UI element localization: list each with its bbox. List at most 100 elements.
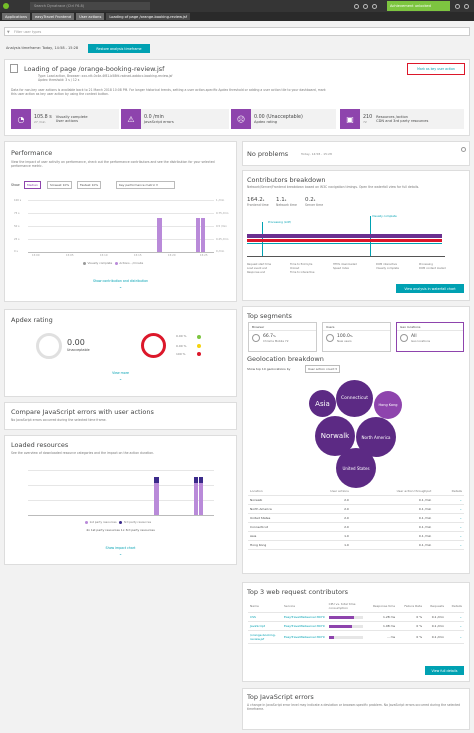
show-contribution-link[interactable]: Show contribution and distribution [92,279,149,283]
breadcrumb-applications[interactable]: Applications [2,13,30,20]
chevron-down-icon[interactable]: ⌄ [118,551,123,556]
chip-slowest[interactable]: Slowest 10% [47,181,73,189]
table-row[interactable]: Hong Kong 1.0 0.1 /min ⌄ [248,540,464,550]
timeline-bar-network[interactable] [247,242,442,244]
tolerating-icon [197,344,201,348]
kpi-apdex[interactable]: ☹ 0.00 (Unacceptable) Apdex rating [231,109,336,129]
notifications-icon[interactable] [363,3,368,9]
apdex-frustrated: 100 % [176,352,186,356]
chart-bar[interactable] [196,218,200,252]
timeline-axis [247,256,445,257]
view-full-details-button[interactable]: View full details [425,666,464,675]
resources-chart[interactable] [28,470,214,516]
kpi-visually-complete[interactable]: ◔ 105.8 s 27 /min Visually complete User a… [11,109,119,129]
geo-table: Location User actions User action throughp… [248,487,464,550]
info-icon[interactable] [461,147,466,152]
x-tick: 15:20 [168,254,176,257]
chevron-down-icon[interactable]: ⌄ [118,376,123,381]
server-time: 0.2s Server time [305,197,324,207]
bubble-asia[interactable]: Asia [309,390,336,417]
dynatrace-logo[interactable] [3,3,9,9]
geo-title: Geolocation breakdown [247,355,324,363]
frontend-time: 164.2s Frontend time [247,197,269,207]
table-row[interactable]: Connecticut 2.0 0.1 /min ⌄ [248,522,464,532]
chart-bar[interactable] [157,218,162,252]
filter-input[interactable]: Filter user types [4,27,470,36]
apdex-view-more-link[interactable]: View more [112,371,129,375]
x-tick: 15:05 [66,254,74,257]
table-row[interactable]: United States 2.0 0.1 /min ⌄ [248,513,464,523]
restore-timeframe-button[interactable]: Restore analysis timeframe [88,44,150,53]
bubble-connecticut[interactable]: Connecticut [336,380,373,417]
cpu-bar [328,615,355,619]
chart-bar[interactable] [194,483,198,515]
expand-icon: ⌄ [433,540,464,550]
segment-browser[interactable]: Browser 66.7% Chrome Mobile 72 [248,322,317,352]
action-meta-2: Apdex threshold: 3 s / 12 s [38,78,80,82]
bubble-hong-kong[interactable]: Hong Kong [374,391,402,419]
top-js-errors-desc: A change in JavaScript error level may i… [247,703,461,712]
y-tick: 0 s [14,250,18,253]
chart-bar[interactable] [154,483,159,515]
performance-desc: View the impact of user activity on perf… [11,160,215,169]
resources-legend: 1st party resources 3rd party resources [85,520,151,524]
settings-icon[interactable] [455,3,460,9]
table-row[interactable]: Asia 1.0 0.1 /min ⌄ [248,531,464,541]
kpi-resources[interactable]: ▣ 210 72 Resources /action CDN and 3rd par… [340,109,464,129]
help-icon[interactable] [354,3,359,9]
expand-icon: ⌄ [433,495,464,505]
chart-bar[interactable] [199,483,203,515]
speedometer-icon: ◔ [11,109,31,129]
web-requests-title: Top 3 web request contributors [247,588,349,596]
resource-icon: ▣ [340,109,360,129]
apdex-value: 0.00 [67,338,85,347]
menu-icon[interactable] [464,3,469,9]
timeline-bar-processing[interactable] [247,239,442,242]
global-search-input[interactable]: Search Dynatrace (Ctrl F6.8) [30,2,150,10]
javascript-error-icon: ⚠ [121,109,141,129]
y-tick: 25 s [14,238,20,241]
table-row[interactable]: /orange-booking-review.jsf EasyTravelWebs… [248,630,464,644]
x-tick: 15:10 [100,254,108,257]
x-tick: 15:15 [134,254,142,257]
bubble-united-states[interactable]: United States [336,448,376,488]
segment-geo[interactable]: Geo locations All Geo locations [396,322,464,352]
chip-fastest[interactable]: Fastest 10% [77,181,102,189]
breadcrumb-user-actions[interactable]: User actions [76,13,105,20]
kpi-js-errors[interactable]: ⚠ 0.0 /min JavaScript errors [121,109,229,129]
top-js-errors-title: Top JavaScript errors [247,693,314,701]
performance-chart[interactable] [28,200,214,253]
user-icon[interactable] [372,3,377,9]
achievement-badge[interactable]: Achievement unlocked [387,1,450,11]
table-row[interactable]: JavaScript EasyTravelWebserver:8079 1.08 … [248,621,464,631]
y-tick: 100 s [14,199,22,202]
apdex-donut [141,333,166,358]
metric-select[interactable]: Key performance metric ▾ [116,181,175,189]
no-problems-time: Today, 14:58 - 15:28 [301,152,332,156]
chip-median[interactable]: Median [24,181,41,189]
table-row[interactable]: North America 2.0 0.1 /min ⌄ [248,504,464,514]
impact-chart-link[interactable]: Show impact chart [105,546,136,550]
show-label: Show [11,183,20,187]
y-tick: 50 s [14,225,20,228]
satisfied-icon [197,335,201,339]
segment-users[interactable]: Users 100.0% New users [322,322,391,352]
apdex-face-icon: ☹ [231,109,251,129]
apdex-label: Unacceptable [67,348,90,352]
chart-bar[interactable] [201,218,205,252]
compare-js-desc: No JavaScript errors occurred during the… [11,418,107,422]
table-row[interactable]: CSS EasyTravelWebserver:8079 1.28 ms 0 % 0.… [248,612,464,622]
table-row[interactable]: Norwalk 2.0 0.1 /min ⌄ [248,495,464,505]
contributors-desc: Network/Server/Frontend breakdown based … [247,185,420,189]
breadcrumb-app[interactable]: easyTravel Frontend [31,13,75,20]
y-tick: 75 s [14,212,20,215]
mark-key-action-button[interactable]: Mark as key user action [407,63,465,75]
y2-tick: 1 /min [216,199,225,202]
waterfall-button[interactable]: View analysis in waterfall chart [396,284,464,293]
expand-icon: ⌄ [446,612,464,622]
timeline-bar-frontend[interactable] [247,234,442,238]
compare-js-title: Compare JavaScript errors with user acti… [11,408,154,416]
geo-metric-select[interactable]: User action count ▾ [305,365,340,373]
chevron-down-icon[interactable]: ⌄ [118,284,123,289]
expand-icon: ⌄ [446,621,464,631]
